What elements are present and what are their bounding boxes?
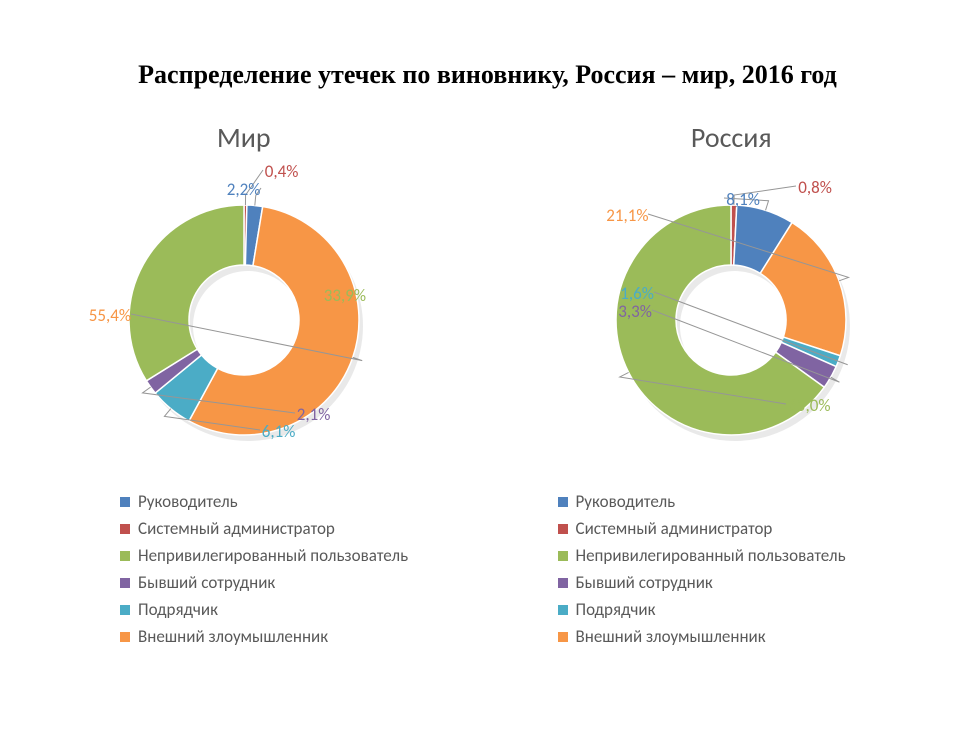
- legend-item-unpriv: Непривилегированный пользователь: [120, 545, 408, 566]
- legend-item-lead: Руководитель: [120, 491, 408, 512]
- legend-label-contr: Подрядчик: [576, 599, 656, 620]
- donut-world: 0,4%2,2%55,4%6,1%2,1%33,9%: [79, 165, 409, 465]
- legend-label-former: Бывший сотрудник: [138, 572, 275, 593]
- legend-swatch-lead: [120, 497, 130, 507]
- legend-label-lead: Руководитель: [138, 491, 238, 512]
- legend-label-sysadm: Системный администратор: [576, 518, 773, 539]
- label-world-extern: 55,4%: [89, 305, 131, 326]
- label-russia-lead: 8,1%: [726, 189, 760, 210]
- page-title: Распределение утечек по виновнику, Росси…: [0, 60, 975, 90]
- legend-swatch-contr: [120, 605, 130, 615]
- label-world-contr: 6,1%: [262, 421, 296, 442]
- legend-item-former: Бывший сотрудник: [120, 572, 408, 593]
- legend-item-contr: Подрядчик: [120, 599, 408, 620]
- chart-title-russia: Россия: [691, 120, 772, 155]
- legend-label-contr: Подрядчик: [138, 599, 218, 620]
- legend-swatch-unpriv: [120, 551, 130, 561]
- label-world-former: 2,1%: [297, 404, 331, 425]
- label-world-unpriv: 33,9%: [324, 285, 366, 306]
- legend-swatch-former: [120, 578, 130, 588]
- legend-swatch-extern: [120, 632, 130, 642]
- legend-swatch-former: [558, 578, 568, 588]
- slice-world-unpriv: [129, 205, 244, 381]
- legend-item-extern: Внешний злоумышленник: [558, 626, 846, 647]
- chart-russia: Россия0,8%8,1%21,1%1,6%3,3%65,0%Руководи…: [488, 120, 975, 653]
- legend-label-former: Бывший сотрудник: [576, 572, 713, 593]
- legend-swatch-extern: [558, 632, 568, 642]
- legend-swatch-sysadm: [120, 524, 130, 534]
- legend-world: Руководитель Системный администратор Непри…: [0, 485, 408, 653]
- legend-label-extern: Внешний злоумышленник: [576, 626, 766, 647]
- legend-swatch-sysadm: [558, 524, 568, 534]
- legend-item-sysadm: Системный администратор: [558, 518, 846, 539]
- legend-label-unpriv: Непривилегированный пользователь: [576, 545, 846, 566]
- label-world-sysadm: 0,4%: [265, 161, 299, 182]
- legend-item-extern: Внешний злоумышленник: [120, 626, 408, 647]
- legend-item-lead: Руководитель: [558, 491, 846, 512]
- legend-label-extern: Внешний злоумышленник: [138, 626, 328, 647]
- legend-item-contr: Подрядчик: [558, 599, 846, 620]
- legend-label-unpriv: Непривилегированный пользователь: [138, 545, 408, 566]
- label-russia-extern: 21,1%: [606, 205, 648, 226]
- legend-swatch-lead: [558, 497, 568, 507]
- legend-item-former: Бывший сотрудник: [558, 572, 846, 593]
- legend-item-unpriv: Непривилегированный пользователь: [558, 545, 846, 566]
- charts-row: Мир 0,4%2,2% 55,4% 6,1%2,1% 33,9% Руководител…: [0, 120, 975, 653]
- donut-russia: 0,8%8,1%21,1%1,6%3,3%65,0%: [566, 165, 896, 465]
- legend-label-lead: Руководитель: [576, 491, 676, 512]
- legend-item-sysadm: Системный администратор: [120, 518, 408, 539]
- chart-world: Мир 0,4%2,2% 55,4% 6,1%2,1% 33,9% Руководител…: [0, 120, 488, 653]
- label-world-lead: 2,2%: [227, 179, 261, 200]
- legend-swatch-contr: [558, 605, 568, 615]
- legend-swatch-unpriv: [558, 551, 568, 561]
- legend-russia: Руководитель Системный администратор Непри…: [488, 485, 846, 653]
- label-russia-unpriv: 65,0%: [788, 395, 830, 416]
- legend-label-sysadm: Системный администратор: [138, 518, 335, 539]
- chart-title-world: Мир: [217, 120, 271, 155]
- label-russia-former: 3,3%: [618, 301, 652, 322]
- label-russia-sysadm: 0,8%: [798, 177, 832, 198]
